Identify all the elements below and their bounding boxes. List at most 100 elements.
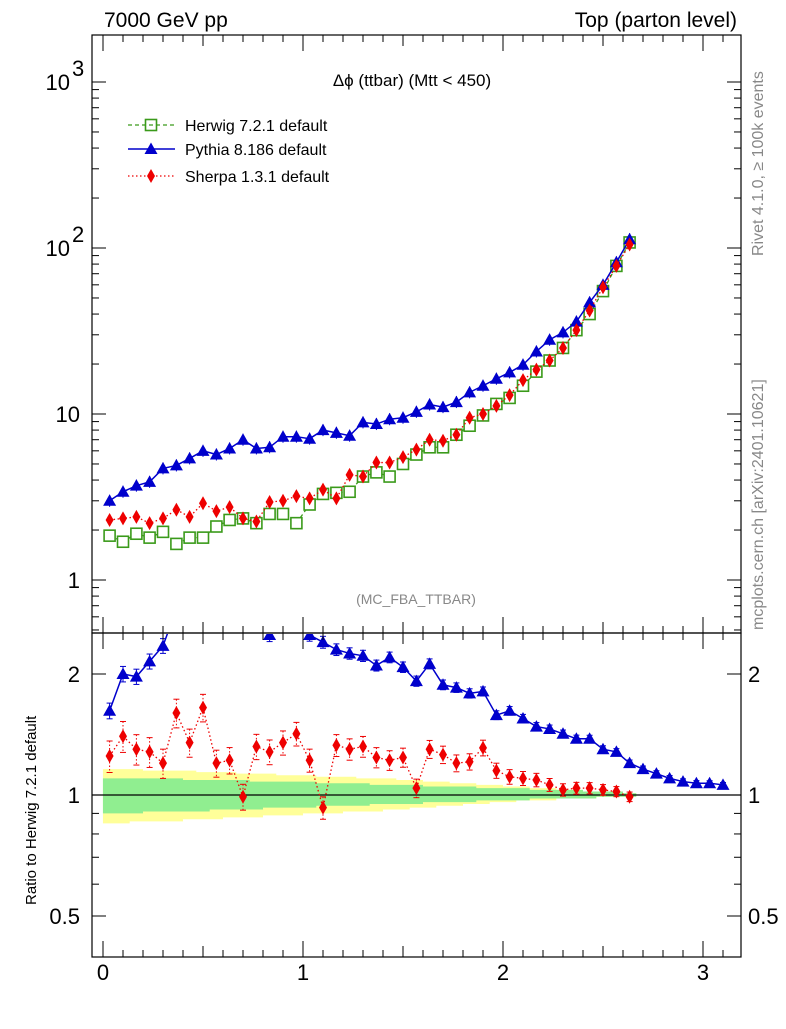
- ratio-point-0: [250, 609, 263, 621]
- data-point-1: [409, 405, 423, 417]
- ratio-point-1: [265, 744, 274, 759]
- ratio-point-0: [649, 767, 663, 779]
- data-point-0: [116, 535, 130, 549]
- data-point-2: [359, 469, 367, 484]
- data-point-1: [423, 398, 437, 410]
- ratio-point-0: [143, 654, 157, 667]
- ratio-uncertainty-bands: [102, 769, 637, 824]
- data-point-2: [265, 495, 274, 510]
- main-ytick-label: 1: [68, 568, 80, 593]
- ratio-point-0: [290, 580, 303, 592]
- ratio-point-0: [596, 742, 610, 755]
- data-point-0: [223, 513, 236, 527]
- ratio-point-0: [356, 649, 370, 661]
- data-point-1: [503, 365, 517, 378]
- data-point-0: [343, 485, 356, 499]
- ratio-point-0: [716, 778, 730, 790]
- series-line-0: [109, 242, 631, 545]
- ratio-point-0: [663, 771, 677, 784]
- ratio-point-0: [129, 670, 143, 682]
- xtick-label: 0: [97, 960, 109, 985]
- data-point-0: [183, 531, 196, 544]
- ratio-clipped: [103, 580, 730, 820]
- legend-pythia-label: Pythia 8.186 default: [185, 142, 327, 159]
- data-point-2: [119, 511, 127, 526]
- data-point-2: [372, 455, 381, 470]
- ratio-point-0: [689, 776, 703, 789]
- ratio-point-1: [199, 700, 207, 715]
- ratio-point-0: [569, 732, 583, 744]
- data-point-1: [303, 432, 317, 444]
- legend: Herwig 7.2.1 default Pythia 8.186 defaul…: [128, 118, 330, 186]
- ratio-point-0: [436, 678, 450, 690]
- data-point-0: [383, 470, 396, 483]
- ratio-point-0: [116, 667, 130, 679]
- series-line-2: [109, 244, 631, 524]
- ratio-ytick-label-left: 1: [68, 783, 80, 808]
- data-point-0: [143, 531, 156, 544]
- data-point-1: [369, 417, 383, 430]
- ratio-point-0: [343, 646, 357, 659]
- ratio-point-0: [423, 657, 437, 669]
- main-ytick-exponent: 3: [72, 56, 84, 81]
- data-point-2: [105, 512, 114, 527]
- ratio-ytick-label-right: 0.5: [748, 904, 779, 929]
- uncertainty-band-inner: [102, 778, 637, 814]
- ratio-point-1: [412, 781, 421, 796]
- data-point-1: [316, 423, 330, 436]
- xtick-label: 2: [497, 960, 509, 985]
- data-point-2: [612, 258, 621, 273]
- data-point-2: [145, 516, 154, 531]
- ratio-point-1: [305, 753, 314, 768]
- main-ytick-label: 10: [46, 236, 70, 261]
- watermark: (MC_FBA_TTBAR): [356, 591, 476, 607]
- ratio-point-0: [103, 704, 117, 716]
- data-point-2: [132, 509, 141, 524]
- data-point-2: [332, 491, 341, 506]
- ratio-point-0: [183, 597, 196, 609]
- data-point-1: [489, 372, 503, 384]
- ratio-line-1: [109, 705, 630, 808]
- xtick-label: 1: [297, 960, 309, 985]
- data-point-2: [292, 489, 301, 504]
- legend-sherpa-marker: [147, 169, 155, 183]
- data-point-2: [345, 467, 354, 482]
- data-point-2: [439, 433, 447, 448]
- mcplots-label: mcplots.cern.ch [arXiv:2401.10621]: [750, 379, 767, 630]
- ratio-point-1: [279, 735, 287, 750]
- data-point-1: [209, 448, 223, 460]
- data-point-2: [412, 442, 421, 457]
- ratio-axis-ticks: 0.5 0.5 1 1 2 2 0 1 2 3: [49, 633, 779, 985]
- xtick-label: 3: [697, 960, 709, 985]
- ratio-point-0: [210, 615, 223, 627]
- ratio-point-1: [425, 742, 434, 757]
- ratio-point-1: [345, 742, 354, 757]
- data-point-0: [130, 527, 143, 541]
- data-point-1: [103, 494, 117, 506]
- data-point-1: [529, 344, 543, 357]
- main-title: Δϕ (ttbar) (Mtt < 450): [333, 71, 491, 90]
- data-point-2: [519, 373, 527, 388]
- ratio-point-1: [119, 729, 127, 744]
- ratio-point-0: [237, 597, 250, 609]
- ratio-point-0: [463, 686, 477, 699]
- rivet-label: Rivet 4.1.0, ≥ 100k events: [750, 71, 767, 256]
- ratio-point-1: [505, 769, 514, 784]
- ratio-point-0: [609, 745, 623, 757]
- data-point-1: [289, 430, 303, 442]
- data-point-2: [252, 514, 261, 529]
- legend-sherpa-label: Sherpa 1.3.1 default: [185, 169, 330, 186]
- data-point-1: [356, 415, 370, 428]
- data-point-0: [196, 531, 210, 544]
- data-point-2: [399, 450, 407, 465]
- header-left: 7000 GeV pp: [104, 9, 228, 32]
- ratio-point-0: [409, 674, 423, 687]
- data-point-1: [129, 479, 143, 491]
- data-point-2: [305, 491, 314, 506]
- data-point-0: [170, 537, 183, 551]
- data-point-2: [452, 427, 461, 442]
- ratio-point-1: [172, 705, 181, 720]
- data-point-1: [276, 430, 290, 442]
- ratio-point-0: [489, 708, 503, 721]
